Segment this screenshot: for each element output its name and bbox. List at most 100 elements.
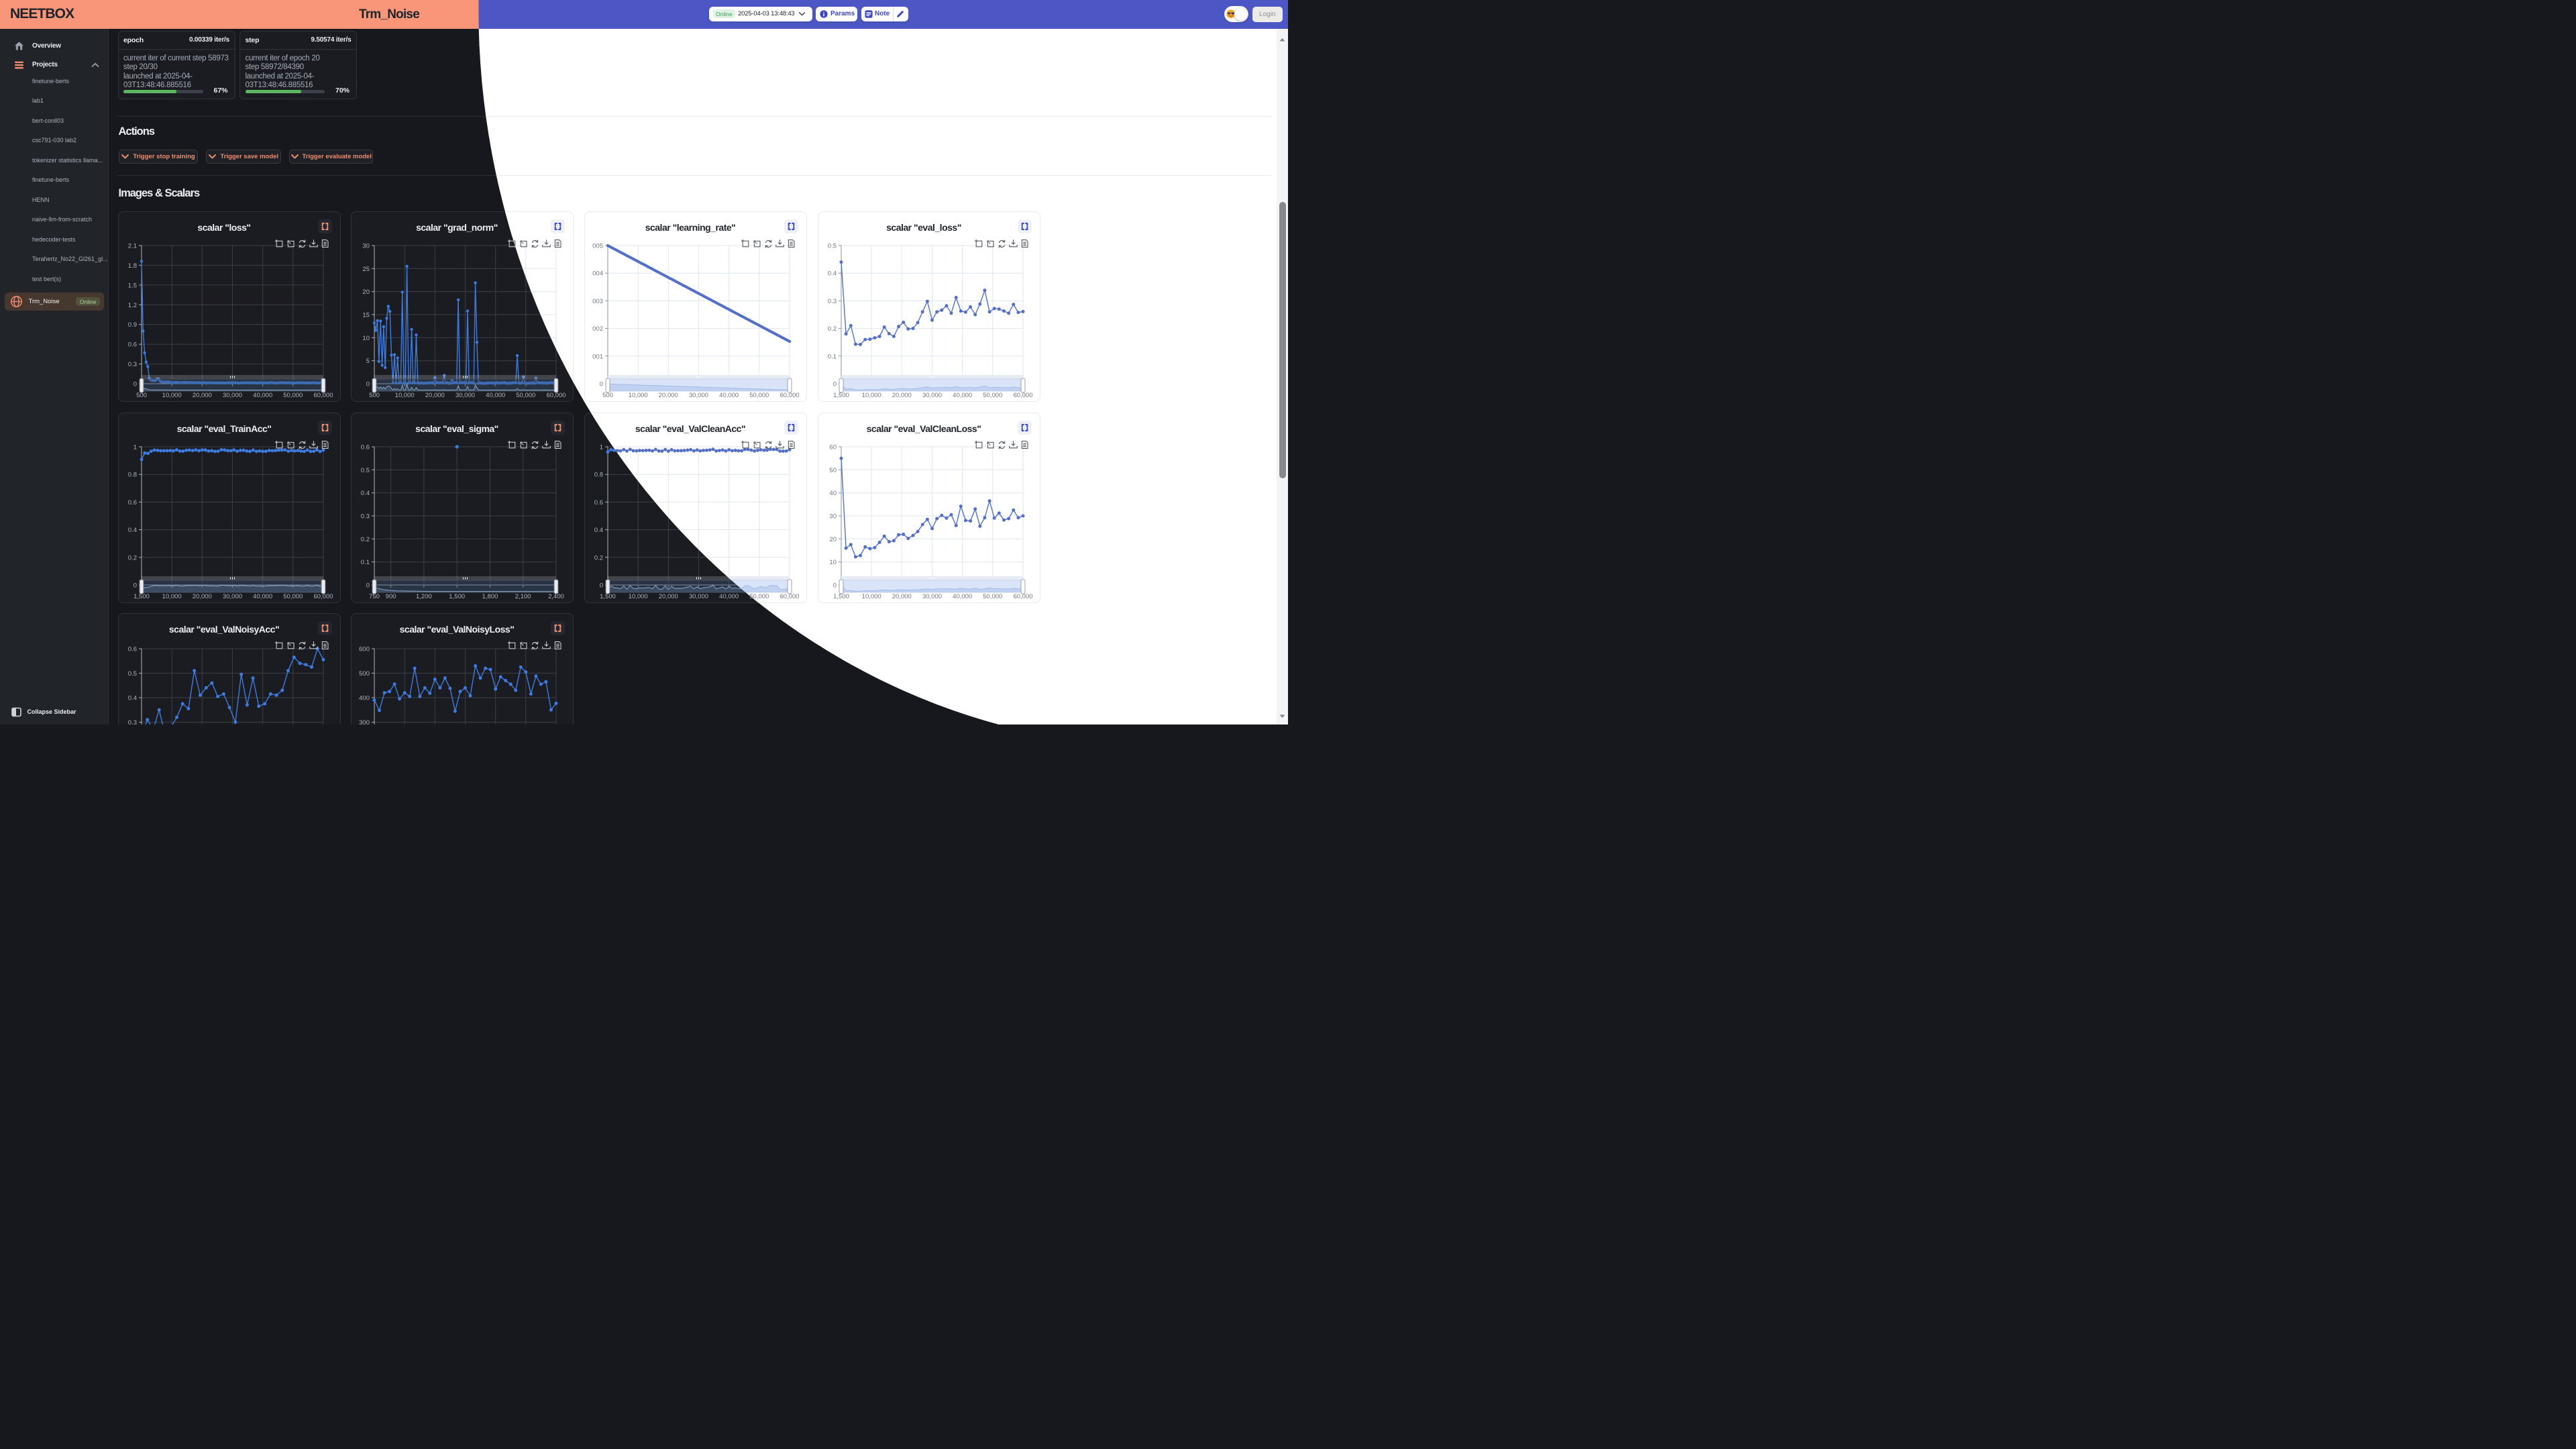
svg-text:50: 50 [829,466,837,474]
svg-text:1.2: 1.2 [127,301,136,309]
svg-text:10,000: 10,000 [162,593,181,600]
svg-text:40,000: 40,000 [719,593,739,600]
svg-text:0.2: 0.2 [594,554,603,561]
svg-text:30,000: 30,000 [222,593,241,600]
svg-text:30,000: 30,000 [222,392,241,399]
svg-text:10: 10 [829,559,837,566]
svg-text:60,000: 60,000 [313,392,333,399]
svg-text:60: 60 [829,443,837,451]
svg-text:500: 500 [369,392,380,399]
svg-text:2,100: 2,100 [515,593,531,600]
svg-text:1,800: 1,800 [482,593,498,600]
svg-text:40,000: 40,000 [253,593,272,600]
svg-text:1,500: 1,500 [133,593,150,600]
svg-text:50,000: 50,000 [983,392,1002,399]
svg-text:0.4: 0.4 [361,490,370,497]
svg-text:400: 400 [359,694,370,702]
svg-text:30: 30 [362,242,370,250]
svg-text:004: 004 [592,270,603,277]
svg-text:scalar "loss": scalar "loss" [197,222,250,233]
svg-text:10,000: 10,000 [629,392,648,399]
svg-text:40,000: 40,000 [719,392,739,399]
svg-text:0.6: 0.6 [594,498,603,506]
svg-text:scalar "learning_rate": scalar "learning_rate" [645,222,736,233]
svg-text:50,000: 50,000 [749,392,769,399]
svg-text:scalar "eval_ValNoisyAcc": scalar "eval_ValNoisyAcc" [168,624,278,635]
svg-text:60,000: 60,000 [313,593,333,600]
svg-text:scalar "eval_ValNoisyLoss": scalar "eval_ValNoisyLoss" [400,624,515,635]
svg-text:0.9: 0.9 [127,321,136,329]
svg-text:10,000: 10,000 [395,392,415,399]
svg-text:1,500: 1,500 [600,593,616,600]
svg-text:scalar "eval_ValCleanAcc": scalar "eval_ValCleanAcc" [635,423,745,434]
svg-text:40,000: 40,000 [486,392,505,399]
svg-text:0.2: 0.2 [361,535,370,543]
svg-text:1,500: 1,500 [833,593,849,600]
svg-text:0.6: 0.6 [127,341,136,348]
svg-text:20,000: 20,000 [192,593,211,600]
svg-text:30: 30 [829,513,837,520]
svg-text:15: 15 [362,311,370,319]
svg-text:0.6: 0.6 [127,498,136,506]
svg-text:50,000: 50,000 [283,593,303,600]
svg-text:0.4: 0.4 [594,527,603,534]
svg-text:20,000: 20,000 [892,392,912,399]
svg-text:30,000: 30,000 [689,392,708,399]
svg-text:20: 20 [829,535,837,543]
svg-text:005: 005 [592,242,603,250]
svg-text:1.8: 1.8 [127,262,136,269]
svg-text:0.2: 0.2 [127,554,136,561]
svg-text:0.3: 0.3 [361,513,370,520]
svg-text:0.5: 0.5 [361,466,370,474]
svg-text:0.1: 0.1 [828,353,837,360]
svg-text:0.2: 0.2 [828,325,837,333]
svg-text:0: 0 [600,380,603,388]
svg-text:5: 5 [366,358,370,365]
svg-text:scalar "eval_loss": scalar "eval_loss" [886,222,961,233]
svg-text:10,000: 10,000 [862,593,881,600]
svg-text:0.3: 0.3 [127,361,136,368]
svg-text:40,000: 40,000 [253,392,272,399]
svg-text:20,000: 20,000 [425,392,445,399]
svg-text:0.6: 0.6 [361,443,370,451]
svg-text:0.5: 0.5 [127,670,136,678]
svg-text:20,000: 20,000 [659,593,678,600]
svg-text:60,000: 60,000 [1013,593,1032,600]
svg-text:scalar "eval_TrainAcc": scalar "eval_TrainAcc" [176,423,271,434]
svg-text:0.6: 0.6 [127,645,136,653]
svg-text:scalar "eval_sigma": scalar "eval_sigma" [415,423,498,434]
svg-text:0: 0 [133,380,136,388]
svg-text:0: 0 [833,582,837,589]
svg-text:40,000: 40,000 [953,392,972,399]
svg-text:60,000: 60,000 [780,392,799,399]
svg-text:600: 600 [359,645,370,653]
svg-text:10,000: 10,000 [862,392,881,399]
svg-text:0.3: 0.3 [828,297,837,305]
svg-text:40: 40 [829,490,837,497]
svg-text:10,000: 10,000 [162,392,181,399]
svg-text:1,500: 1,500 [449,593,465,600]
svg-text:1,200: 1,200 [416,593,432,600]
svg-text:30,000: 30,000 [689,593,708,600]
svg-text:50,000: 50,000 [516,392,535,399]
svg-text:500: 500 [602,392,613,399]
svg-text:300: 300 [359,719,370,725]
svg-text:20: 20 [362,288,370,296]
svg-text:0.4: 0.4 [828,270,837,277]
svg-text:60,000: 60,000 [1013,392,1032,399]
svg-text:001: 001 [592,353,603,360]
svg-text:0: 0 [600,582,603,589]
svg-text:10,000: 10,000 [629,593,648,600]
svg-text:0.4: 0.4 [127,527,136,534]
svg-text:002: 002 [592,325,603,333]
svg-text:750: 750 [369,593,380,600]
svg-text:10: 10 [362,334,370,341]
svg-text:40,000: 40,000 [953,593,972,600]
svg-text:003: 003 [592,297,603,305]
svg-text:0.5: 0.5 [828,242,837,250]
svg-text:0: 0 [366,380,370,388]
svg-text:0: 0 [366,582,370,589]
svg-text:2,400: 2,400 [548,593,564,600]
svg-text:25: 25 [362,265,370,272]
svg-text:1.5: 1.5 [127,282,136,289]
